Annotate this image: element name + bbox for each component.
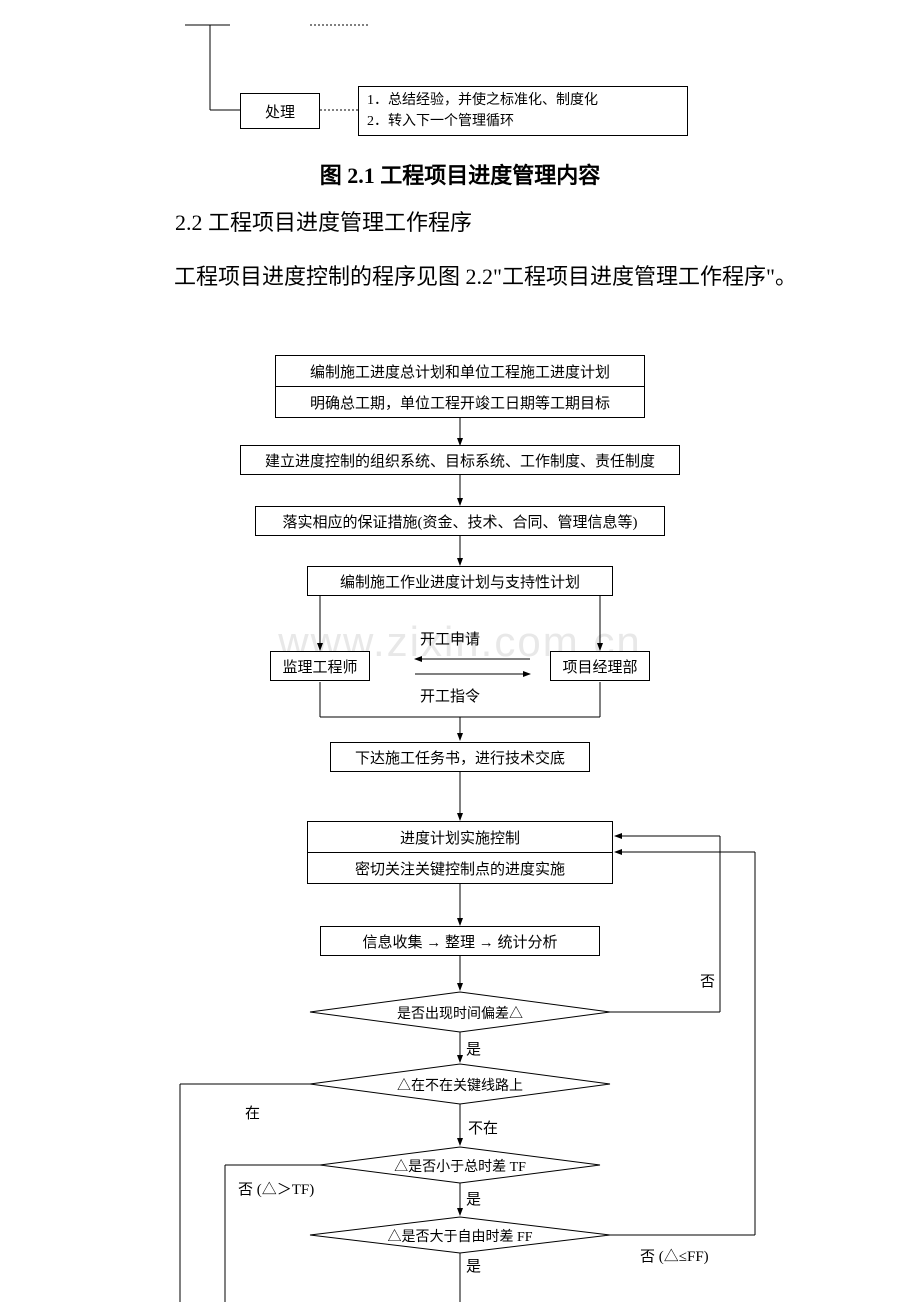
paragraph: 工程项目进度控制的程序见图 2.2"工程项目进度管理工作程序"。 [130,255,810,299]
node-6b: 密切关注关键控制点的进度实施 [307,852,613,884]
section-heading: 2.2 工程项目进度管理工作程序 [175,205,472,237]
node-5: 下达施工任务书，进行技术交底 [330,742,590,772]
connectors-svg [0,0,920,1302]
handle-desc: 1．总结经验，并使之标准化、制度化 2．转入下一个管理循环 [367,90,598,132]
box-handle-desc: 1．总结经验，并使之标准化、制度化 2．转入下一个管理循环 [358,86,688,136]
node-7: 信息收集 → 整理 → 统计分析 [320,926,600,956]
label-order: 开工指令 [420,685,480,706]
d1-text: 是否出现时间偏差△ [370,1003,550,1023]
lbl-d4-no: 否 (△≤FF) [640,1245,709,1266]
node-3: 落实相应的保证措施(资金、技术、合同、管理信息等) [255,506,665,536]
node-1a: 编制施工进度总计划和单位工程施工进度计划 [275,355,645,387]
node-pm: 项目经理部 [550,651,650,681]
d2-text: △在不在关键线路上 [370,1075,550,1095]
lbl-d1-no: 否 [700,970,715,991]
node-6a: 进度计划实施控制 [307,821,613,853]
node-4: 编制施工作业进度计划与支持性计划 [307,566,613,596]
figure-caption-1: 图 2.1 工程项目进度管理内容 [0,158,920,190]
d4-text: △是否大于自由时差 FF [370,1226,550,1246]
node-1b: 明确总工期，单位工程开竣工日期等工期目标 [275,386,645,418]
page: www.zixin.com.cn [0,0,920,1302]
lbl-d2-noton: 不在 [468,1117,498,1138]
lbl-d3-no: 否 (△＞TF) [238,1178,314,1199]
lbl-d3-yes: 是 [466,1188,481,1209]
handle-label: 处理 [265,101,295,122]
lbl-d1-yes: 是 [466,1038,481,1059]
node-supervisor: 监理工程师 [270,651,370,681]
label-apply: 开工申请 [420,628,480,649]
node-2: 建立进度控制的组织系统、目标系统、工作制度、责任制度 [240,445,680,475]
lbl-d2-on: 在 [245,1102,260,1123]
lbl-d4-yes: 是 [466,1255,481,1276]
box-handle: 处理 [240,93,320,129]
d3-text: △是否小于总时差 TF [370,1156,550,1176]
